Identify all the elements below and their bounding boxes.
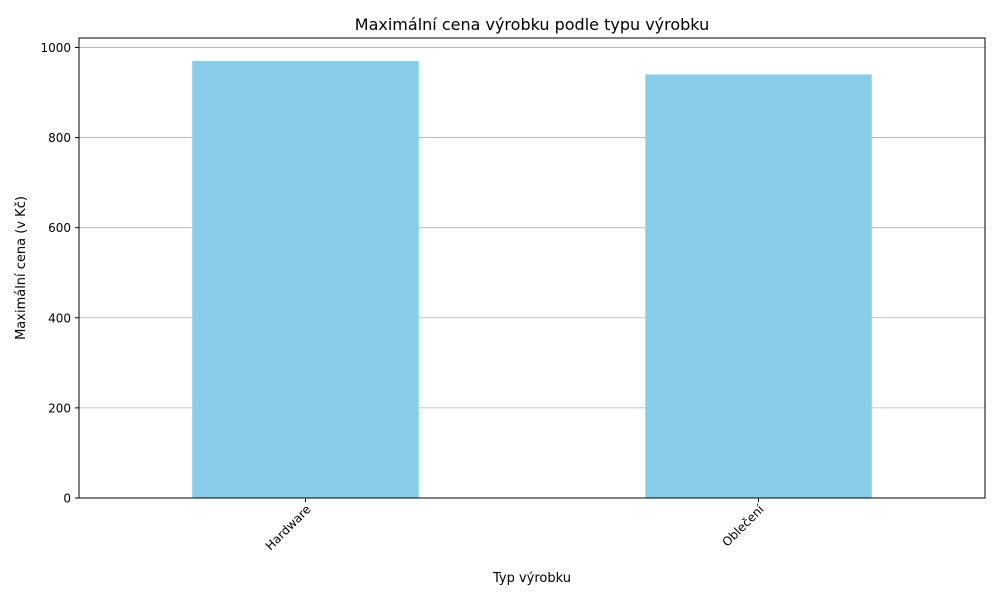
y-tick-label: 800	[48, 131, 71, 145]
x-axis-label: Typ výrobku	[492, 571, 571, 586]
y-tick-label: 400	[48, 311, 71, 325]
bars	[192, 60, 872, 498]
y-axis-label: Maximální cena (v Kč)	[14, 196, 29, 340]
x-tick-label: Oblečení	[719, 502, 767, 550]
y-tick-label: 0	[63, 492, 71, 506]
axes	[78, 37, 986, 499]
bar-1	[645, 74, 872, 498]
x-tick-label: Hardware	[263, 502, 314, 553]
plot-frame	[78, 37, 986, 499]
y-tick-label: 600	[48, 221, 71, 235]
chart-title: Maximální cena výrobku podle typu výrobk…	[355, 15, 709, 34]
y-tick-label: 200	[48, 401, 71, 415]
bar-0	[192, 60, 419, 498]
y-tick-label: 1000	[40, 41, 71, 55]
